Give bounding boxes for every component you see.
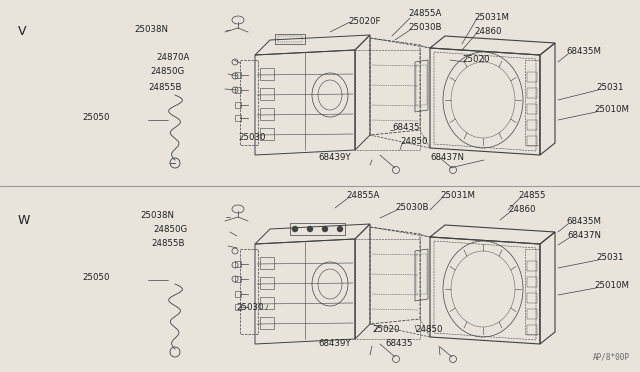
Text: 25010M: 25010M: [594, 282, 629, 291]
Bar: [235, 102, 241, 108]
Bar: [240, 249, 258, 334]
Bar: [527, 261, 537, 271]
Text: 25050: 25050: [83, 113, 110, 122]
Bar: [235, 261, 241, 267]
Text: 24855B: 24855B: [152, 240, 185, 248]
Bar: [235, 72, 241, 78]
Bar: [235, 291, 241, 297]
Bar: [235, 115, 241, 121]
Bar: [240, 60, 258, 145]
Circle shape: [307, 226, 313, 232]
Bar: [527, 293, 537, 303]
Bar: [527, 136, 537, 146]
Bar: [527, 72, 537, 82]
Text: 24850G: 24850G: [151, 67, 185, 77]
Text: 68435M: 68435M: [566, 218, 601, 227]
Text: 25030: 25030: [237, 304, 264, 312]
Bar: [260, 317, 274, 329]
Text: 24870A: 24870A: [157, 54, 190, 62]
Text: 25010M: 25010M: [594, 106, 629, 115]
Bar: [260, 88, 274, 100]
Bar: [235, 276, 241, 282]
Circle shape: [322, 226, 328, 232]
Text: 25030B: 25030B: [395, 203, 429, 212]
Text: 24850G: 24850G: [154, 225, 188, 234]
Text: 68437N: 68437N: [430, 154, 464, 163]
Text: 68435: 68435: [385, 340, 413, 349]
Text: 25031: 25031: [596, 253, 623, 263]
Text: 24855A: 24855A: [408, 10, 442, 19]
Bar: [235, 304, 241, 310]
Text: 25031M: 25031M: [474, 13, 509, 22]
Text: 68435: 68435: [392, 124, 419, 132]
Text: 25050: 25050: [83, 273, 110, 282]
Text: 24855: 24855: [518, 192, 545, 201]
Text: 25031M: 25031M: [440, 192, 475, 201]
Bar: [525, 249, 539, 334]
Circle shape: [337, 226, 343, 232]
Text: 25038N: 25038N: [134, 26, 168, 35]
Text: 25020: 25020: [462, 55, 490, 64]
Text: 68437N: 68437N: [567, 231, 601, 241]
Bar: [527, 309, 537, 319]
Bar: [355, 239, 420, 339]
Bar: [527, 120, 537, 130]
Text: 24860: 24860: [508, 205, 536, 215]
Text: V: V: [18, 25, 26, 38]
Bar: [275, 34, 305, 44]
Bar: [235, 87, 241, 93]
Bar: [278, 36, 302, 42]
Bar: [416, 65, 427, 105]
Text: 24850: 24850: [400, 138, 428, 147]
Bar: [527, 325, 537, 335]
Bar: [260, 128, 274, 140]
Bar: [527, 277, 537, 287]
Text: 25030B: 25030B: [408, 23, 442, 32]
Bar: [355, 50, 420, 150]
Bar: [527, 104, 537, 114]
Bar: [527, 88, 537, 98]
Text: 24850: 24850: [415, 326, 442, 334]
Text: 25038N: 25038N: [140, 211, 174, 219]
Bar: [525, 60, 539, 145]
Text: 25020F: 25020F: [348, 17, 381, 26]
Text: 24855A: 24855A: [346, 192, 380, 201]
Text: 24855B: 24855B: [148, 83, 182, 92]
Text: 24860: 24860: [474, 28, 502, 36]
Circle shape: [292, 226, 298, 232]
Text: W: W: [18, 214, 30, 227]
Bar: [260, 68, 274, 80]
Bar: [260, 277, 274, 289]
Bar: [260, 297, 274, 309]
Text: 68439Y: 68439Y: [318, 154, 351, 163]
Bar: [416, 254, 427, 294]
Text: 68435M: 68435M: [566, 48, 601, 57]
Text: 68439Y: 68439Y: [318, 340, 351, 349]
Text: 25031: 25031: [596, 83, 623, 93]
Bar: [260, 257, 274, 269]
Text: AP/8*00P: AP/8*00P: [593, 353, 630, 362]
Bar: [290, 223, 345, 235]
Text: 25030: 25030: [239, 134, 266, 142]
Text: 25020: 25020: [372, 326, 399, 334]
Bar: [260, 108, 274, 120]
